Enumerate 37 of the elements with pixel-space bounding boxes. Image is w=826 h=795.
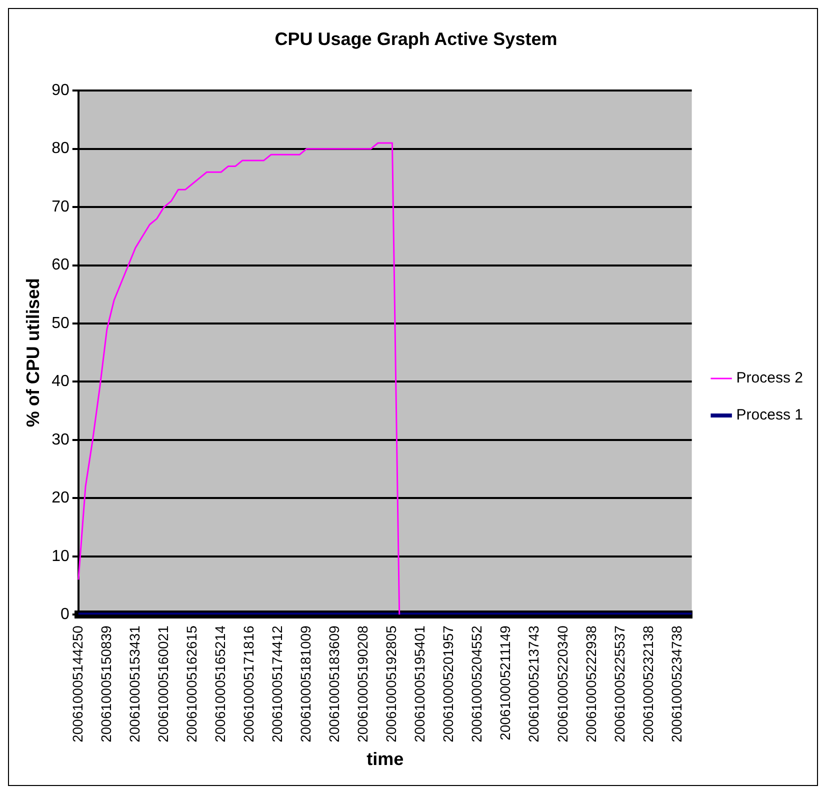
x-tick-label: 200610005174412 bbox=[268, 625, 285, 742]
x-tick-label: 200610005183609 bbox=[326, 625, 342, 742]
x-tick-label: 200610005190208 bbox=[354, 625, 371, 742]
x-tick-label: 200610005201957 bbox=[440, 625, 456, 742]
x-tick-label: 200610005234738 bbox=[668, 625, 684, 742]
y-axis-title: % of CPU utilised bbox=[22, 278, 43, 428]
x-tick-label: 200610005232138 bbox=[640, 625, 656, 742]
x-tick-label: 200610005192805 bbox=[383, 625, 400, 742]
x-tick-label: 200610005153431 bbox=[126, 625, 142, 742]
y-tick-label: 90 bbox=[52, 82, 70, 100]
x-tick-label: 200610005225537 bbox=[611, 625, 628, 742]
y-tick-label: 80 bbox=[52, 140, 70, 158]
x-axis-title: time bbox=[366, 749, 404, 770]
x-tick-label: 200610005181009 bbox=[298, 625, 314, 742]
x-tick-label: 200610005165214 bbox=[212, 625, 228, 742]
y-tick-label: 0 bbox=[60, 606, 70, 624]
y-tick-label: 60 bbox=[52, 256, 70, 274]
x-tick-label: 200610005204552 bbox=[468, 625, 485, 742]
y-tick-label: 10 bbox=[52, 548, 70, 565]
y-tick-label: 50 bbox=[52, 314, 70, 332]
x-tick-label: 200610005171816 bbox=[240, 625, 256, 742]
x-tick-label: 200610005211149 bbox=[497, 625, 514, 740]
x-tick-label: 200610005160021 bbox=[154, 625, 171, 742]
legend-label: Process 1 bbox=[736, 406, 804, 424]
legend-label: Process 2 bbox=[736, 370, 804, 387]
y-tick-label: 20 bbox=[52, 490, 70, 507]
x-tick-label: 200610005195401 bbox=[412, 625, 428, 742]
x-tick-label: 200610005150839 bbox=[98, 625, 114, 742]
chart-title: CPU Usage Graph Active System bbox=[274, 28, 558, 49]
x-tick-label: 200610005162615 bbox=[183, 625, 200, 742]
y-tick-label: 40 bbox=[52, 373, 70, 390]
x-tick-label: 200610005144250 bbox=[69, 625, 86, 742]
y-tick-label: 70 bbox=[52, 198, 70, 216]
y-tick-label: 30 bbox=[52, 431, 70, 448]
x-tick-label: 200610005213743 bbox=[526, 625, 542, 742]
x-tick-label: 200610005220340 bbox=[554, 625, 570, 742]
x-tick-label: 200610005222938 bbox=[582, 625, 599, 742]
